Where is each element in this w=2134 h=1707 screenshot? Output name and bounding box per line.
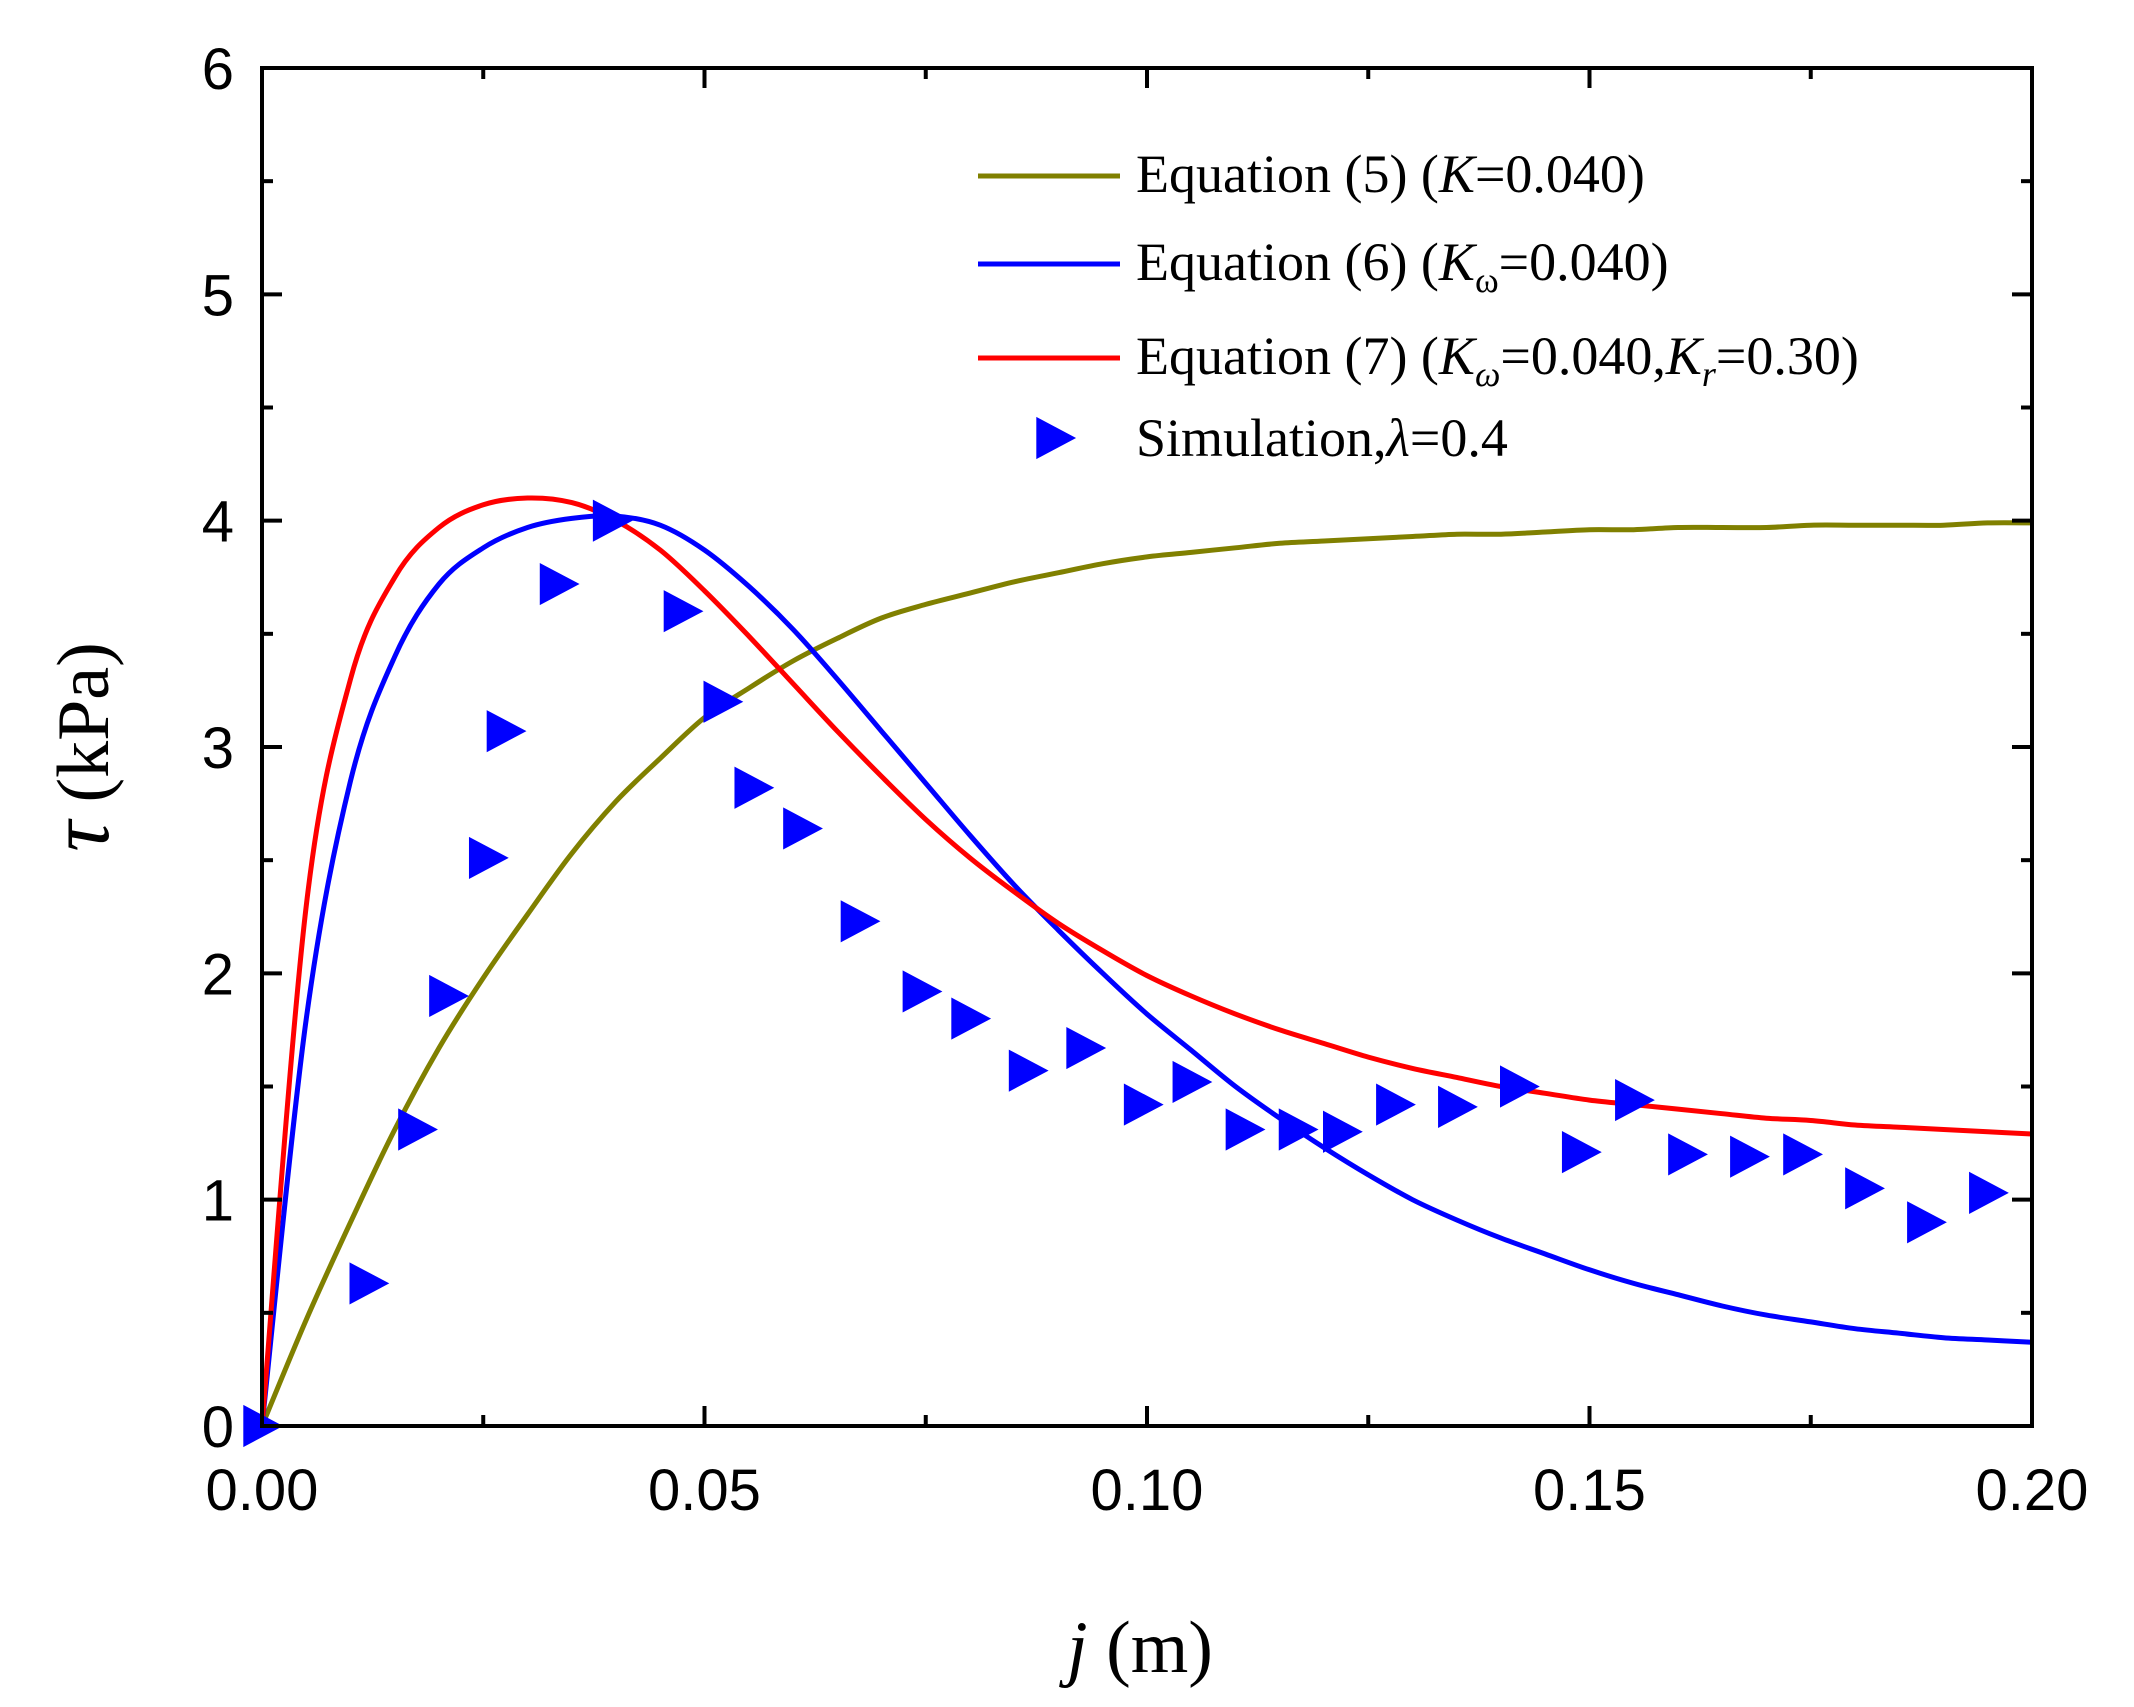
y-tick-label: 0 xyxy=(202,1395,234,1460)
legend-label-part: r xyxy=(1702,354,1717,394)
plot-frame xyxy=(260,66,2034,1428)
scatter-point xyxy=(1172,1060,1213,1104)
legend-item-4: Simulation,λ=0.4 xyxy=(1036,408,1508,468)
y-axis-title-var: τ xyxy=(31,818,127,852)
y-tick-label: 5 xyxy=(202,263,234,328)
legend-label-part: =0.040) xyxy=(1475,144,1645,204)
scatter-point xyxy=(1066,1026,1107,1070)
tick-layer: 0.00 0.05 0.10 0.15 0.20 0 1 2 3 4 5 6 xyxy=(202,37,2089,1523)
legend-label: Equation (6) (Kω=0.040) xyxy=(1136,232,1669,300)
legend-label-part: K xyxy=(1665,326,1705,386)
legend-item-3: Equation (7) (Kω=0.040,Kr=0.30) xyxy=(978,326,1859,394)
scatter-point xyxy=(663,590,704,633)
scatter-point xyxy=(734,766,775,809)
scatter-point xyxy=(1438,1085,1478,1128)
y-tick-label: 2 xyxy=(202,942,234,1007)
x-tick-label: 0.15 xyxy=(1533,1458,1646,1523)
scatter-point xyxy=(468,836,509,879)
x-axis-title-unit: (m) xyxy=(1088,1607,1213,1689)
series-layer xyxy=(243,495,2032,1448)
series-1 xyxy=(262,520,2032,1427)
series-line-2 xyxy=(262,513,2032,1427)
y-tick-label: 1 xyxy=(202,1169,234,1234)
series-2 xyxy=(262,513,2032,1427)
scatter-point xyxy=(592,499,633,542)
x-tick-label: 0.20 xyxy=(1976,1458,2089,1523)
scatter-point xyxy=(1668,1133,1708,1176)
legend-label-part: =0.30) xyxy=(1716,326,1859,386)
x-tick-label: 0.00 xyxy=(206,1458,319,1523)
legend-label: Equation (7) (Kω=0.040,Kr=0.30) xyxy=(1136,326,1859,394)
y-tick-label: 3 xyxy=(202,716,234,781)
legend-label-part: λ xyxy=(1385,408,1410,468)
scatter-point xyxy=(1123,1083,1164,1126)
series-line-1 xyxy=(262,520,2032,1427)
scatter-point xyxy=(1323,1110,1363,1153)
scatter-point xyxy=(349,1262,390,1305)
legend-label-part: Equation (5) ( xyxy=(1136,144,1439,204)
legend-label: Equation (5) (K=0.040) xyxy=(1136,144,1645,204)
scatter-point xyxy=(1783,1133,1823,1176)
scatter-point xyxy=(398,1108,438,1151)
scatter-point xyxy=(840,900,881,943)
scatter-point xyxy=(1907,1201,1947,1244)
x-tick-label: 0.10 xyxy=(1091,1458,1204,1523)
y-tick-label: 4 xyxy=(202,490,234,555)
y-axis-title-unit: (kPa) xyxy=(43,642,125,821)
x-axis-title: j (m) xyxy=(1059,1607,1213,1689)
scatter-point xyxy=(1376,1083,1416,1126)
scatter-point xyxy=(783,807,823,850)
y-axis-title: τ (kPa) xyxy=(31,642,127,852)
scatter-point xyxy=(1278,1108,1319,1151)
legend-label-part: =0.040) xyxy=(1499,232,1669,292)
scatter-point xyxy=(1969,1171,2009,1214)
x-tick-label: 0.05 xyxy=(648,1458,761,1523)
series-3 xyxy=(262,495,2032,1427)
legend-label-part: ω xyxy=(1475,354,1500,394)
legend-label-part: Equation (6) ( xyxy=(1136,232,1439,292)
legend-swatch xyxy=(1036,416,1077,460)
scatter-point xyxy=(486,710,527,753)
scatter-point xyxy=(951,997,992,1040)
legend-label-part: =0.040, xyxy=(1500,326,1665,386)
legend-label-part: Simulation, xyxy=(1136,408,1387,468)
scatter-point xyxy=(1561,1131,1602,1174)
series-4 xyxy=(243,499,2009,1448)
scatter-point xyxy=(1615,1079,1655,1122)
scatter-point xyxy=(703,680,744,723)
legend-label-part: K xyxy=(1438,326,1478,386)
scatter-point xyxy=(902,970,943,1013)
legend-label-part: K xyxy=(1438,232,1478,292)
scatter-point xyxy=(1225,1108,1266,1151)
scatter-point xyxy=(1500,1065,1540,1108)
scatter-point xyxy=(429,974,469,1018)
legend-item-2: Equation (6) (Kω=0.040) xyxy=(978,232,1669,300)
legend-item-1: Equation (5) (K=0.040) xyxy=(978,144,1645,204)
legend-label: Simulation,λ=0.4 xyxy=(1136,408,1508,468)
legend-label-part: Equation (7) ( xyxy=(1136,326,1439,386)
series-line-3 xyxy=(262,495,2032,1427)
scatter-point xyxy=(539,562,580,606)
legend-label-part: K xyxy=(1438,144,1478,204)
scatter-point xyxy=(1008,1049,1049,1092)
scatter-point xyxy=(1730,1135,1770,1178)
scatter-point xyxy=(1845,1167,1885,1210)
legend-label-part: =0.4 xyxy=(1410,408,1508,468)
legend-label-part: ω xyxy=(1475,260,1499,300)
y-tick-label: 6 xyxy=(202,37,234,102)
legend: Equation (5) (K=0.040)Equation (6) (Kω=0… xyxy=(978,144,1859,468)
